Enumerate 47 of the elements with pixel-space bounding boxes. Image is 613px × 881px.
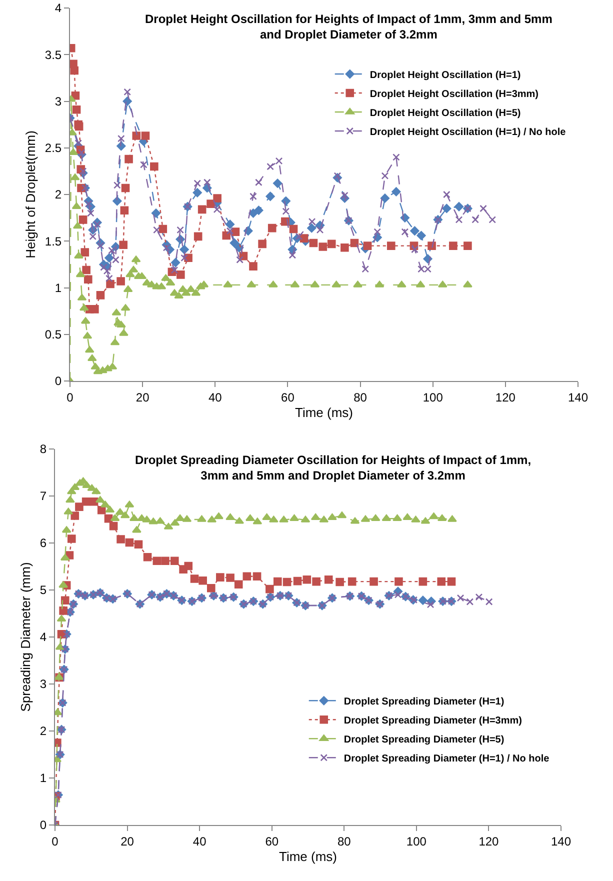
x-tick-label: 100 [406,834,427,848]
x-tick-label: 40 [192,834,207,848]
text: Droplet Height Oscillation for Heights of Impact of 1mm, 3mm and 5mm and Droplet Diameter of 3.2mm [145,12,552,42]
x-tick-label: 120 [478,834,500,848]
y-tick-label: 4 [54,1,62,16]
y-tick-label: 3.5 [44,48,62,62]
x-tick-label: 140 [568,390,588,404]
y-tick-label: 1 [40,771,47,786]
x-tick-label: 140 [550,834,572,848]
y-tick-label: 6 [40,536,47,550]
y-axis-title: Spreading Diameter (mm) [18,562,33,712]
y-tick-label: 0.5 [44,328,62,342]
legend-label: Droplet Height Oscillation (H=1) [370,70,521,81]
legend-label: Droplet Height Oscillation (H=1) / No hole [370,126,566,138]
x-tick-label: 40 [208,390,222,404]
x-tick-label: 0 [66,390,74,404]
x-axis-title: Time (ms) [278,849,338,864]
y-tick-label: 3 [54,94,62,108]
y-tick-label: 2.5 [44,141,62,156]
text: Droplet Spreading Diameter Oscillation for Heights of Impact of 1mm, 3mm and 5mm and Droplet Diameter of 3.2mm [135,453,532,483]
y-tick-label: 1 [54,280,62,295]
x-tick-label: 20 [136,390,150,404]
x-tick-label: 80 [337,834,352,848]
y-tick-label: 7 [40,489,47,504]
legend-label: Droplet Spreading Diameter (H=5) [344,734,504,746]
x-tick-label: 60 [265,834,279,848]
legend-label: Droplet Spreading Diameter (H=1) [344,696,504,708]
x-tick-label: 20 [120,834,134,848]
legend-label: Droplet Spreading Diameter (H=3mm) [344,716,522,727]
x-tick-label: 60 [281,390,295,404]
x-tick-label: 80 [354,390,368,404]
y-tick-label: 0 [54,374,62,388]
x-tick-label: 100 [422,390,444,404]
y-tick-label: 4 [40,630,47,644]
legend-label: Droplet Spreading Diameter (H=1) / No hole [344,754,550,765]
y-tick-label: 3 [40,677,47,692]
legend-label: Droplet Height Oscillation (H=3mm) [370,88,539,100]
y-tick-label: 2 [54,188,62,202]
y-tick-label: 8 [40,442,47,456]
y-tick-label: 2 [40,724,47,738]
x-axis-title: Time (ms) [294,405,354,420]
y-axis-title: Height of Droplet(mm) [22,130,38,258]
y-tick-label: 0 [40,818,47,832]
x-tick-label: 120 [495,390,516,404]
y-tick-label: 1.5 [44,234,62,248]
y-tick-label: 5 [40,583,47,598]
legend-label: Droplet Height Oscillation (H=5) [370,108,521,119]
